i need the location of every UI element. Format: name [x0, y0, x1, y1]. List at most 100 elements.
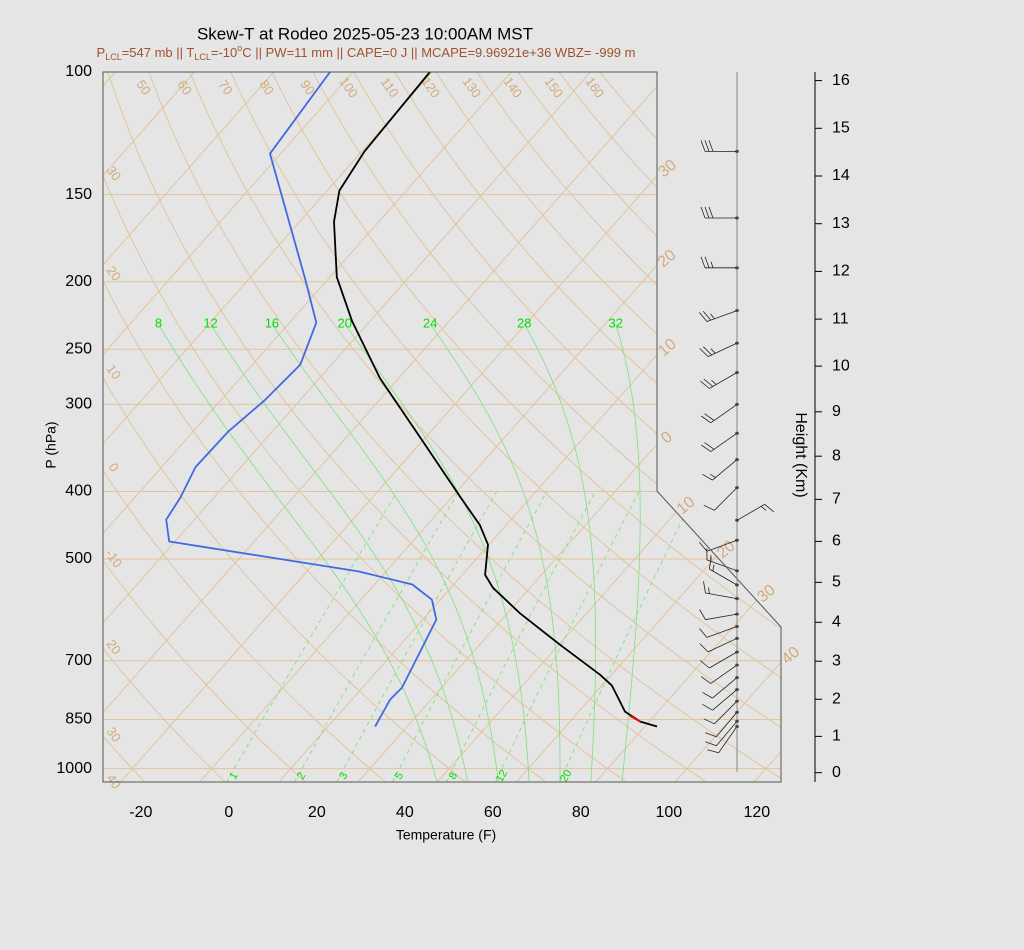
- y-tick-label: 150: [65, 186, 92, 203]
- wind-barb: [707, 726, 738, 754]
- y2-tick-label: 15: [832, 120, 850, 137]
- subtitle-part: LCL: [105, 52, 122, 62]
- y2-tick-label: 10: [832, 357, 850, 374]
- wind-barb: [700, 140, 737, 152]
- moist-adiabat: [615, 323, 641, 782]
- background-lines: [103, 72, 781, 782]
- y2-tick-label: 14: [832, 167, 850, 184]
- moist-adiabat-label: 24: [423, 315, 437, 330]
- y2-tick-label: 7: [832, 491, 841, 508]
- dry-adiabat: [312, 72, 781, 782]
- moist-adiabat-label: 32: [609, 315, 623, 330]
- y2-tick-label: 12: [832, 263, 850, 280]
- x-tick-label: 20: [308, 804, 326, 821]
- isotherm: [674, 72, 781, 782]
- mixing-ratio-label: 20: [558, 768, 575, 785]
- dry-adiabat: [103, 72, 467, 782]
- wind-barb: [700, 664, 738, 684]
- isotherm: [103, 72, 354, 782]
- wind-barb: [700, 432, 738, 452]
- mixing-ratio-line: [336, 491, 498, 782]
- wind-barb: [699, 609, 738, 621]
- x-axis-label: Temperature (F): [396, 827, 496, 843]
- subtitle-part: P: [97, 45, 106, 60]
- y2-tick-label: 11: [832, 310, 849, 327]
- wind-barb: [700, 256, 737, 269]
- wind-barb: [699, 637, 738, 653]
- sounding-line: [333, 71, 658, 728]
- y-tick-label: 400: [65, 483, 92, 500]
- isotherm: [120, 72, 750, 782]
- dry-adiabat-label: 20: [104, 637, 125, 657]
- dry-adiabat-label: 20: [104, 263, 125, 283]
- dry-adiabat-label: 10: [104, 362, 125, 382]
- mixing-ratio-line: [494, 491, 640, 782]
- dry-adiabat-label: 30: [104, 724, 125, 744]
- wind-barb: [703, 487, 738, 511]
- moist-adiabat: [523, 323, 596, 782]
- wind-barb: [700, 651, 738, 669]
- moist-adiabat: [344, 323, 530, 782]
- y-tick-label: 500: [65, 550, 92, 567]
- moist-adiabat: [271, 323, 499, 782]
- subtitle-part: =-10: [211, 45, 237, 60]
- y2-tick-label: 16: [832, 72, 850, 89]
- dry-adiabat: [189, 72, 781, 782]
- y2-tick-label: 2: [832, 690, 841, 707]
- moist-adiabat: [429, 323, 561, 782]
- wind-barb: [703, 581, 738, 599]
- dry-adiabat-label: 50: [133, 77, 154, 97]
- y2-tick-label: 5: [832, 574, 841, 591]
- isotherm: [595, 72, 781, 782]
- wind-barb: [699, 342, 738, 357]
- dry-adiabat-label: 80: [256, 77, 277, 97]
- moist-adiabat: [210, 323, 469, 782]
- x-tick-label: 0: [224, 804, 233, 821]
- wind-barb: [699, 539, 738, 552]
- mixing-ratio-label: 5: [393, 770, 406, 781]
- moist-adiabat-label: 28: [517, 315, 531, 330]
- y2-tick-label: 4: [832, 614, 841, 631]
- y2-axis-label: Height (Km): [792, 412, 809, 497]
- mixing-ratio-label: 8: [447, 770, 460, 781]
- mixing-ratio-label: 1: [227, 770, 240, 781]
- isotherm: [103, 72, 591, 782]
- dry-adiabat: [107, 72, 707, 782]
- y-tick-label: 250: [65, 340, 92, 357]
- isotherm: [516, 72, 781, 782]
- dry-adiabat-label: 70: [215, 77, 236, 97]
- isotherm: [103, 72, 275, 782]
- x-tick-label: 40: [396, 804, 414, 821]
- dry-adiabat: [230, 72, 781, 782]
- moist-adiabat-label: 12: [203, 315, 217, 330]
- dry-adiabat-label: 90: [297, 77, 318, 97]
- sounding-line: [629, 715, 641, 723]
- y-axis-label: P (hPa): [43, 421, 59, 468]
- y-tick-label: 1000: [56, 760, 92, 777]
- wind-barb: [705, 721, 738, 747]
- y-tick-label: 850: [65, 711, 92, 728]
- dry-adiabat: [271, 72, 781, 782]
- dry-adiabat: [103, 72, 547, 782]
- dry-adiabat: [394, 72, 781, 782]
- y-tick-label: 700: [65, 652, 92, 669]
- y2-tick-label: 0: [832, 764, 841, 781]
- wind-barb: [700, 372, 738, 389]
- dry-adiabat-label: 30: [104, 163, 125, 183]
- y2-tick-label: 8: [832, 447, 841, 464]
- x-tick-label: 100: [655, 804, 682, 821]
- subtitle-part: C || PW=11 mm || CAPE=0 J || MCAPE=9.969…: [242, 45, 635, 60]
- y-tick-label: 200: [65, 273, 92, 290]
- wind-barb: [700, 404, 738, 424]
- isotherm: [103, 72, 671, 782]
- x-tick-label: 120: [743, 804, 770, 821]
- wind-barb: [708, 557, 738, 586]
- wind-barb: [702, 677, 738, 699]
- y-tick-label: 300: [65, 396, 92, 413]
- chart-title: Skew-T at Rodeo 2025-05-23 10:00AM MST: [197, 24, 533, 43]
- wind-barb: [702, 689, 738, 711]
- x-tick-label: 60: [484, 804, 502, 821]
- isotherm: [278, 72, 781, 782]
